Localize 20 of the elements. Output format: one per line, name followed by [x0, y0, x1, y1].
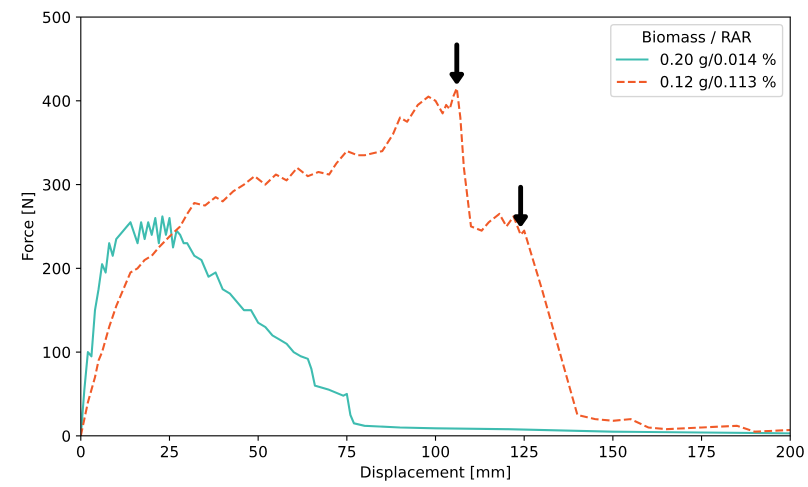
legend-label: 0.20 g/0.014 % [660, 53, 776, 68]
y-tick-label: 300 [43, 179, 70, 191]
y-tick-label: 400 [42, 95, 70, 107]
x-tick-label: 200 [776, 446, 804, 458]
x-tick-label: 100 [422, 446, 450, 458]
x-tick-label: 50 [250, 446, 267, 458]
x-tick-label: 175 [688, 446, 715, 458]
legend-title: Biomass / RAR [643, 30, 752, 44]
x-axis-title: Displacement [mm] [361, 466, 510, 481]
x-tick-label: 25 [160, 446, 178, 458]
legend-label: 0.12 g/0.113 % [660, 76, 776, 90]
y-tick-label: 500 [43, 12, 70, 24]
y-axis-title: Force [N] [22, 193, 36, 260]
y-tick-label: 200 [43, 262, 70, 274]
x-tick-label: 125 [511, 446, 538, 458]
y-tick-label: 0 [62, 430, 70, 442]
x-tick-label: 150 [600, 446, 626, 458]
x-tick-label: 0 [76, 446, 85, 458]
x-tick-label: 75 [338, 446, 356, 458]
y-tick-label: 100 [44, 346, 70, 358]
